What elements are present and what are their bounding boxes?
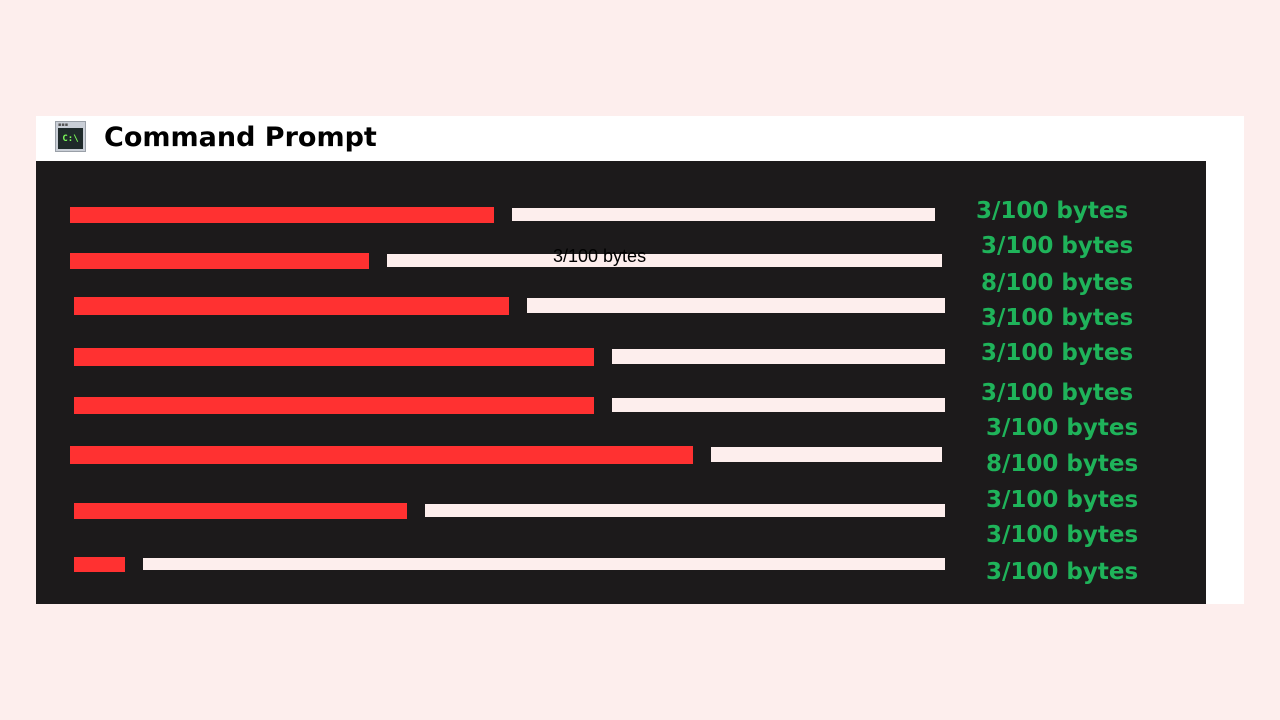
command-prompt-window: ▪▪▪ C:\ Command Prompt 3/100 bytes 3/100 … [36, 116, 1244, 604]
free-bar-3 [527, 298, 945, 313]
byte-usage-label-11: 3/100 bytes [986, 559, 1139, 585]
byte-usage-label-3: 8/100 bytes [981, 270, 1134, 296]
free-bar-4 [612, 349, 945, 364]
byte-usage-label-8: 8/100 bytes [986, 451, 1139, 477]
icon-prompt-text: C:\ [58, 128, 83, 149]
free-bar-1 [512, 208, 935, 221]
used-bar-4 [74, 348, 594, 366]
byte-usage-label-5: 3/100 bytes [981, 340, 1134, 366]
terminal-icon: ▪▪▪ C:\ [55, 121, 86, 152]
free-bar-5 [612, 398, 945, 412]
used-bar-2 [70, 253, 369, 269]
used-bar-1 [70, 207, 494, 223]
window-dots-icon: ▪▪▪ [58, 122, 69, 128]
used-bar-5 [74, 397, 594, 414]
byte-usage-label-4: 3/100 bytes [981, 305, 1134, 331]
byte-usage-label-1: 3/100 bytes [976, 198, 1129, 224]
used-bar-7 [74, 503, 407, 519]
title-bar: ▪▪▪ C:\ Command Prompt [36, 116, 1244, 161]
used-bar-3 [74, 297, 509, 315]
window-title: Command Prompt [104, 122, 377, 153]
free-bar-6 [711, 447, 942, 462]
byte-usage-label-6: 3/100 bytes [981, 380, 1134, 406]
used-bar-6 [70, 446, 693, 464]
used-bar-8 [74, 557, 125, 572]
overlay-byte-label: 3/100 bytes [553, 246, 647, 266]
console-area: 3/100 bytes 3/100 bytes 8/100 bytes 3/100 b… [36, 161, 1206, 604]
free-bar-8 [143, 558, 945, 570]
scrollbar-track[interactable] [1206, 161, 1244, 604]
byte-usage-label-7: 3/100 bytes [986, 415, 1139, 441]
byte-usage-label-2: 3/100 bytes [981, 233, 1134, 259]
free-bar-7 [425, 504, 945, 517]
byte-usage-label-10: 3/100 bytes [986, 522, 1139, 548]
byte-usage-label-9: 3/100 bytes [986, 487, 1139, 513]
free-bar-2 [387, 254, 942, 267]
